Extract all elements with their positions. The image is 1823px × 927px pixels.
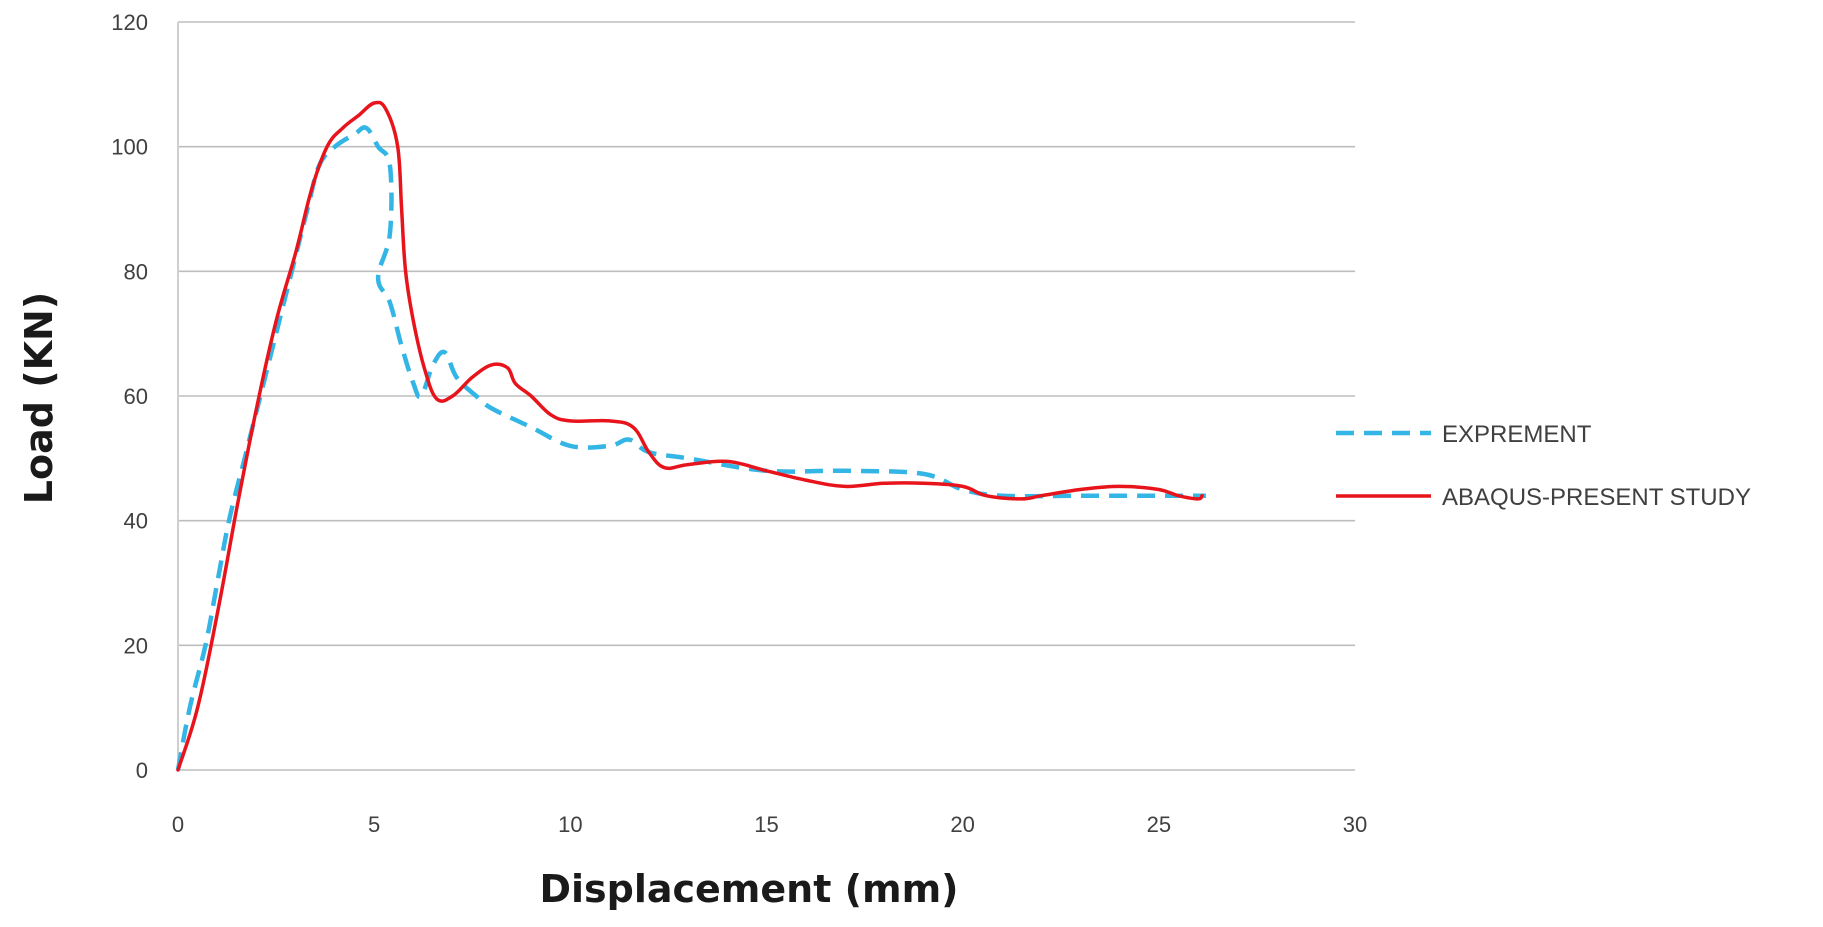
y-tick-label: 100 — [111, 135, 148, 160]
y-tick-label: 80 — [124, 259, 148, 284]
y-tick-label: 120 — [111, 10, 148, 35]
series-line-0 — [175, 125, 1206, 771]
y-tick-label: 40 — [124, 509, 148, 534]
x-tick-label: 10 — [558, 812, 582, 837]
data-series — [175, 100, 1206, 772]
x-tick-label: 20 — [950, 812, 974, 837]
x-tick-label: 5 — [368, 812, 380, 837]
x-tick-label: 0 — [172, 812, 184, 837]
y-tick-label: 20 — [124, 633, 148, 658]
legend-label: ABAQUS-PRESENT STUDY — [1442, 484, 1751, 511]
y-tick-label: 60 — [124, 384, 148, 409]
legend-label: EXPREMENT — [1442, 421, 1592, 448]
y-tick-labels: 0 20 40 60 80 100 120 — [111, 10, 148, 783]
y-axis-title: Load (KN) — [17, 292, 61, 504]
x-tick-label: 30 — [1343, 812, 1367, 837]
horizontal-gridlines — [178, 21, 1355, 771]
y-tick-label: 0 — [136, 758, 148, 783]
legend: EXPREMENT ABAQUS-PRESENT STUDY — [1336, 421, 1751, 511]
series-line-1 — [176, 100, 1204, 772]
x-axis-title: Displacement (mm) — [539, 867, 958, 911]
x-tick-label: 25 — [1147, 812, 1171, 837]
x-tick-labels: 0 5 10 15 20 25 30 — [172, 812, 1367, 837]
x-tick-label: 15 — [754, 812, 778, 837]
